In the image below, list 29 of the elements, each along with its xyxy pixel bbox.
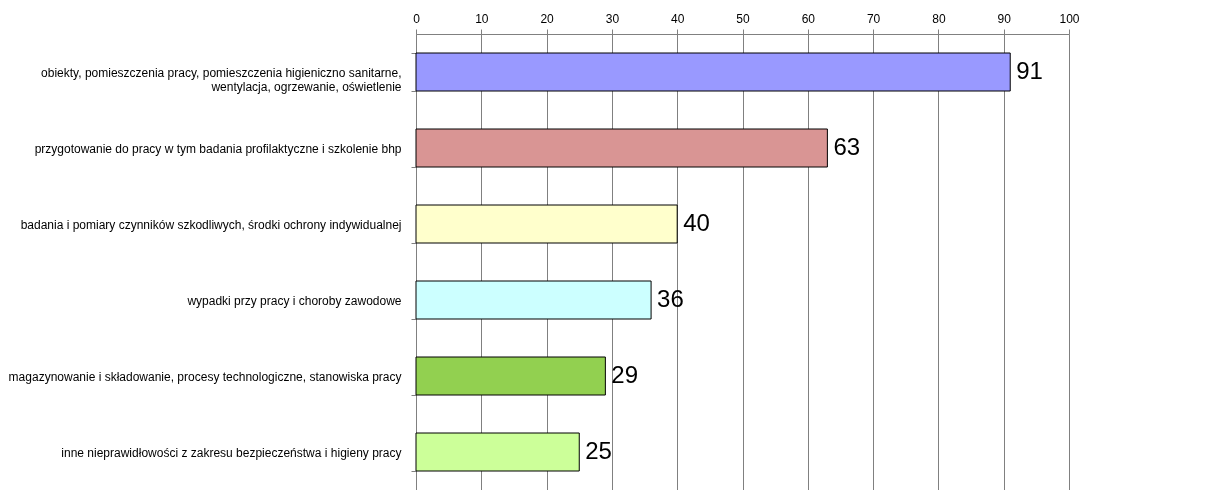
data-label: 63	[833, 133, 861, 160]
y-tick-label: magazynowanie i składowanie, procesy technologiczne, stanowiska pracy	[8, 369, 402, 384]
x-tick-label: 90	[997, 11, 1012, 26]
y-tick-label: inne nieprawidłowości z zakresu bezpieczeństwa i higieny pracy	[61, 445, 402, 460]
data-label: 36	[657, 285, 684, 312]
x-tick-label: 70	[866, 11, 881, 26]
data-label: 40	[683, 209, 710, 236]
bar	[415, 280, 652, 320]
bar	[415, 356, 606, 396]
y-tick-label: badania i pomiary czynników szkodliwych, środki ochrony indywidualnej	[20, 217, 402, 232]
x-tick-label: 20	[540, 11, 555, 26]
x-tick-label: 60	[801, 11, 816, 26]
x-tick-label: 0	[413, 11, 421, 26]
bar	[415, 52, 1011, 92]
y-tick-label: obiekty, pomieszczenia pracy, pomieszczenia higieniczno sanitarne, wentylacja, ogrzewanie, oświetlenie	[41, 65, 402, 94]
y-tick-label: przygotowanie do pracy w tym badania profilaktyczne i szkolenie bhp	[34, 141, 402, 156]
data-label: 29	[611, 361, 639, 388]
x-tick-label: 10	[475, 11, 489, 26]
bar	[415, 128, 828, 168]
y-tick-label: wypadki przy pracy i choroby zawodowe	[186, 293, 402, 308]
data-label: 25	[585, 437, 612, 464]
data-label: 91	[1016, 57, 1043, 84]
bar	[415, 204, 678, 244]
x-tick-label: 40	[671, 11, 685, 26]
x-tick-label: 100	[1059, 11, 1080, 26]
x-tick-label: 50	[736, 11, 750, 26]
x-tick-label: 30	[605, 11, 620, 26]
bar	[415, 432, 580, 472]
x-tick-label: 80	[932, 11, 946, 26]
